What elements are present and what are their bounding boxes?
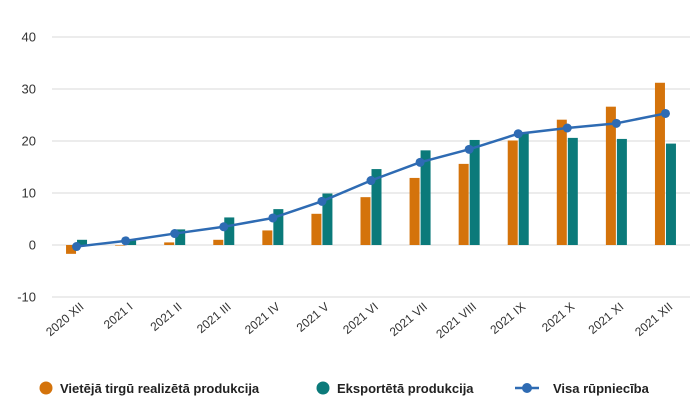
line-series [72,108,670,252]
bar-export [371,169,382,245]
bar-domestic [458,163,469,245]
bar-domestic [507,140,518,245]
bar-export [77,239,88,245]
line-point [562,123,572,133]
x-axis-ticks: 2020 XII 2021 I 2021 II 2021 III 2021 IV 2021… [43,300,675,342]
bar-export [126,239,137,245]
bar-domestic [556,119,567,245]
bar-domestic [360,197,371,245]
x-tick-label: 2021 X [539,300,577,335]
bar-export [175,229,186,245]
bar-domestic [164,242,175,245]
legend-label: Visa rūpniecība [553,381,650,396]
legend-label: Vietējā tirgū realizētā produkcija [60,381,260,396]
y-tick-label: -10 [17,290,36,305]
x-tick-label: 2021 I [101,300,136,332]
legend-swatch [316,381,330,395]
gridlines [52,36,690,298]
x-tick-label: 2021 XI [586,300,627,337]
y-tick-label: 0 [29,238,36,253]
y-tick-label: 10 [22,186,36,201]
line-point [219,222,229,232]
x-tick-label: 2021 VII [387,300,430,339]
x-tick-label: 2021 XII [632,300,675,339]
x-tick-label: 2021 V [294,300,332,335]
x-tick-label: 2021 IX [487,300,528,337]
bar-domestic [262,230,273,245]
line-point [268,213,278,223]
y-tick-label: 30 [22,82,36,97]
legend: Vietējā tirgū realizētā produkcija Ekspor… [39,381,650,396]
bar-domestic [115,245,126,246]
bar-domestic [213,239,224,245]
line-point [660,108,670,118]
line-point [317,196,327,206]
bar-export [420,150,431,245]
y-tick-label: 40 [22,30,36,45]
x-tick-label: 2021 IV [242,300,283,337]
bar-export [665,143,676,245]
line-point [170,229,180,239]
line-point [121,236,131,246]
x-tick-label: 2021 III [194,300,234,336]
bar-domestic [409,177,420,245]
x-tick-label: 2021 II [148,300,185,334]
bar-export [273,209,284,245]
line-point [72,242,82,252]
legend-swatch [39,381,53,395]
line-point [611,118,621,128]
bar-domestic [311,213,322,245]
bar-domestic [605,106,616,246]
bar-export [567,137,578,245]
y-axis-ticks: -10 0 10 20 30 40 [17,30,36,305]
legend-swatch [522,383,532,393]
x-tick-label: 2020 XII [43,300,86,339]
line-point [415,157,425,167]
bar-export [224,217,235,245]
line-point [464,144,474,154]
bar-export [469,139,480,245]
bar-export [518,132,529,245]
x-tick-label: 2021 VI [340,300,381,337]
legend-label: Eksportētā produkcija [337,381,474,396]
line-point [366,176,376,186]
line-point [513,129,523,139]
bar-export [616,138,627,245]
x-tick-label: 2021 VIII [433,300,479,342]
bar-domestic [654,82,665,245]
y-tick-label: 20 [22,134,36,149]
bars [66,82,676,254]
bar-export [322,193,333,245]
bar-domestic [66,245,77,254]
